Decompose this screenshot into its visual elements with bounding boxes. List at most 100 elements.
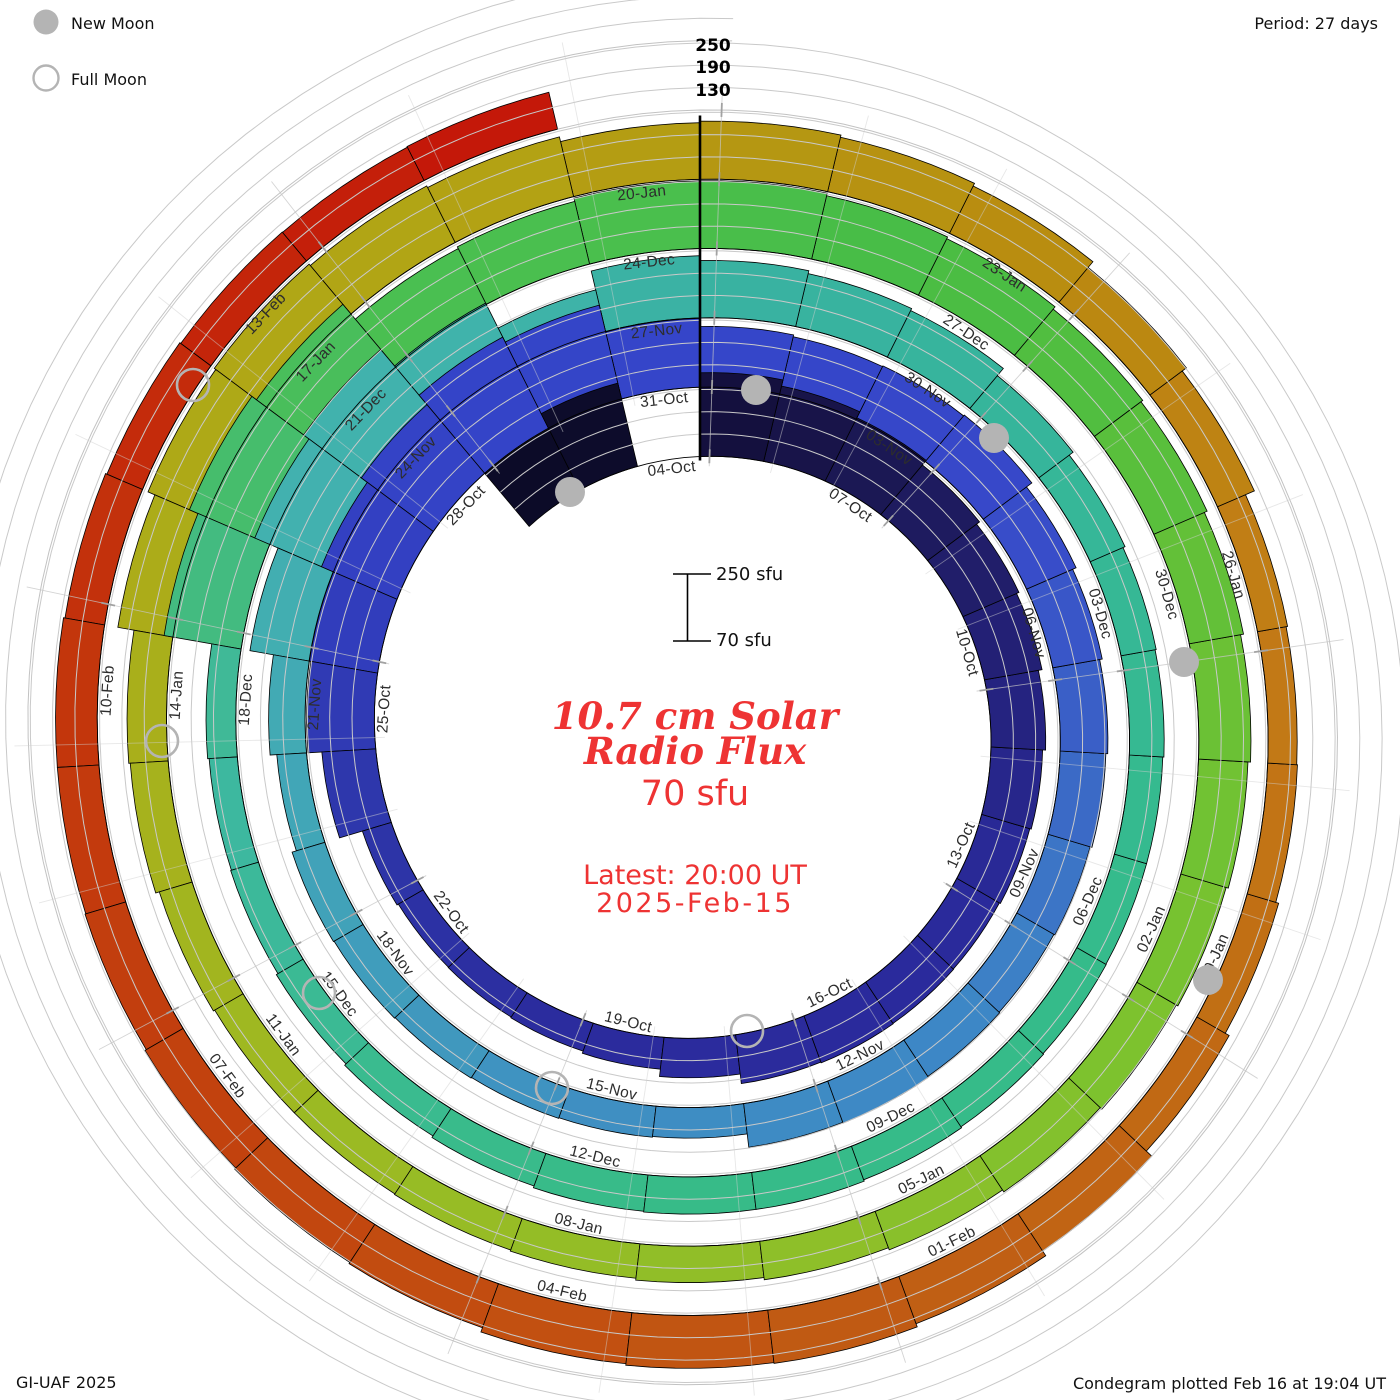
full-moon-marker <box>301 975 337 1011</box>
radial-gridline <box>957 494 1304 630</box>
spiral-baseline <box>96 130 1269 1316</box>
baseline-tick <box>929 463 941 476</box>
flux-bar <box>276 752 326 852</box>
chart-title-line1: 10.7 cm Solar <box>551 694 839 738</box>
radial-gridline <box>308 978 525 1282</box>
plotted-timestamp-label: Condegram plotted Feb 16 at 19:04 UT <box>1072 1374 1386 1393</box>
flux-bar <box>759 1210 889 1281</box>
baseline-tick <box>1253 649 1269 654</box>
radial-gridlines <box>14 42 1350 1396</box>
date-label: 04-Oct <box>647 458 697 480</box>
baseline-tick <box>1068 308 1080 321</box>
baseline-tick <box>475 1269 483 1284</box>
scale-bar-top-label: 250 sfu <box>716 564 784 585</box>
radial-gridline <box>708 95 723 467</box>
baseline-tick <box>791 1012 798 1027</box>
radial-gridline <box>447 1010 588 1355</box>
legend-new-moon-icon <box>33 9 59 35</box>
flux-bar <box>470 1050 571 1119</box>
baseline-tick <box>372 659 387 665</box>
flux-bar <box>84 901 184 1051</box>
radial-gridline <box>408 94 564 433</box>
radial-gridline <box>790 1010 906 1363</box>
baseline-tick <box>304 645 319 650</box>
flux-bar <box>484 428 581 527</box>
baseline-tick <box>101 601 116 607</box>
flux-bar <box>291 841 364 943</box>
flux-bar <box>348 1223 499 1329</box>
baseline-tick <box>403 350 414 363</box>
baseline-tick <box>1048 678 1063 682</box>
credit-label: GI-UAF 2025 <box>16 1373 117 1392</box>
baseline-tick <box>168 616 184 621</box>
scale-bar <box>673 573 711 642</box>
flux-gridline-130 <box>5 17 1361 1400</box>
legend-full-moon-label: Full Moon <box>71 70 147 89</box>
radial-gridline <box>14 736 385 747</box>
latest-timestamp-line1: Latest: 20:00 UT <box>583 860 807 891</box>
latest-flux-value: 70 sfu <box>640 774 750 814</box>
baseline-tick <box>979 687 994 692</box>
baseline-tick <box>1116 668 1131 673</box>
date-label: 18-Dec <box>236 673 256 726</box>
date-label: 24-Dec <box>623 251 676 273</box>
radial-axis-label-130: 130 <box>695 81 731 101</box>
radial-axis-label-250: 250 <box>695 36 731 56</box>
date-label: 10-Feb <box>98 665 118 717</box>
chart-title-line2: Radio Flux <box>583 729 807 773</box>
legend-full-moon-icon <box>32 64 60 92</box>
new-moon-marker <box>1193 965 1223 995</box>
radial-gridline <box>26 586 390 665</box>
new-moon-marker <box>979 423 1009 453</box>
baseline-tick <box>883 514 894 527</box>
radial-gridline <box>980 755 1350 792</box>
baseline-tick <box>975 411 987 424</box>
flux-bar <box>751 1145 865 1210</box>
date-label: 31-Oct <box>639 389 689 411</box>
new-moon-marker <box>1169 647 1199 677</box>
baseline-tick <box>349 908 363 917</box>
flux-bar <box>767 1275 918 1364</box>
radial-gridline <box>158 296 449 529</box>
flux-bar <box>743 1080 844 1148</box>
baseline-tick <box>1180 1029 1194 1039</box>
baseline-tick <box>1022 360 1033 373</box>
scale-bar-bottom-label: 70 sfu <box>716 630 772 651</box>
baseline-tick <box>227 973 241 982</box>
baseline-tick <box>833 1144 841 1159</box>
radial-gridline <box>851 979 1045 1297</box>
flux-bars <box>55 91 1298 1369</box>
baseline-tick <box>236 630 251 636</box>
new-moon-marker <box>555 477 585 507</box>
moon-markers <box>144 367 1223 1106</box>
radial-gridline <box>271 181 500 474</box>
baseline-tick <box>317 241 328 254</box>
radial-gridline <box>38 808 398 904</box>
radial-gridline <box>723 1026 755 1396</box>
baseline-tick <box>855 1210 862 1225</box>
full-moon-marker <box>534 1070 570 1106</box>
baseline-tick <box>945 882 959 892</box>
latest-timestamp-line2: 2025-Feb-15 <box>596 888 794 919</box>
radial-axis-label-190: 190 <box>695 58 731 78</box>
baseline-tick <box>1121 993 1135 1003</box>
date-label: 25-Oct <box>374 684 394 734</box>
radial-gridline <box>976 639 1344 692</box>
baseline-tick <box>165 1006 180 1015</box>
flux-bar <box>1246 762 1298 903</box>
baseline-tick <box>288 941 302 950</box>
baseline-tick <box>527 1141 535 1155</box>
period-label: Period: 27 days <box>1254 14 1378 33</box>
flux-bar <box>393 1165 523 1251</box>
baseline-tick <box>1063 956 1076 966</box>
full-moon-marker <box>144 723 180 759</box>
radial-gridline <box>925 362 1231 575</box>
flux-bar <box>344 1042 452 1137</box>
flux-bar <box>394 994 490 1079</box>
radial-gridline <box>770 115 869 474</box>
